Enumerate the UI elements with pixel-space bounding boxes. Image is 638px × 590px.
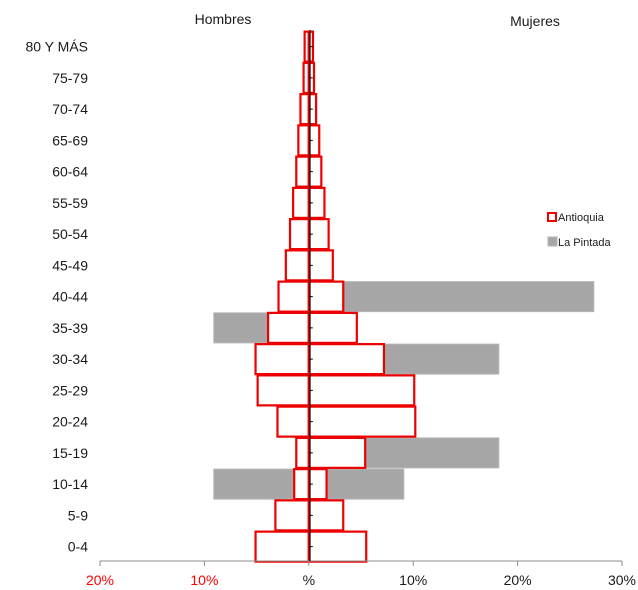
bar-antioquia-male <box>266 311 310 344</box>
category-label: 65-69 <box>52 132 88 148</box>
bar-la-pintada-male <box>213 468 310 500</box>
bar-antioquia-male <box>299 93 310 126</box>
category-label: 25-29 <box>52 382 88 398</box>
category-labels: 80 Y MÁS 75-79 70-74 65-69 60-64 55-59 50-54 45… <box>25 39 88 555</box>
category-label: 35-39 <box>52 320 88 336</box>
category-label: 75-79 <box>52 70 88 86</box>
category-label: 20-24 <box>52 414 88 430</box>
bar-antioquia-male <box>254 530 310 563</box>
bar-la-pintada-female <box>308 281 595 313</box>
side-label-right: Mujeres <box>510 13 560 29</box>
x-tick-label: 10% <box>399 572 427 588</box>
category-label: 40-44 <box>52 289 88 305</box>
tick-marks <box>99 46 623 566</box>
bar-antioquia-female <box>307 280 345 313</box>
x-tick-label: % <box>303 572 315 588</box>
legend-swatch-antioquia <box>547 212 557 222</box>
x-tick-label: 10% <box>190 572 218 588</box>
bar-antioquia-male <box>274 499 310 532</box>
legend: Antioquia La Pintada <box>547 212 611 249</box>
category-label: 60-64 <box>52 164 88 180</box>
bar-antioquia-male <box>277 280 310 313</box>
category-label: 70-74 <box>52 101 88 117</box>
category-label: 5-9 <box>68 507 88 523</box>
bar-antioquia-male <box>295 155 310 188</box>
x-tick-label: 20% <box>504 572 532 588</box>
category-label: 55-59 <box>52 195 88 211</box>
category-label: 0-4 <box>68 539 88 555</box>
bar-antioquia-male <box>295 436 310 469</box>
category-label: 15-19 <box>52 445 88 461</box>
bar-antioquia-female <box>307 530 368 563</box>
bar-antioquia-male <box>297 124 310 157</box>
x-tick-labels: 20% 10%% 10% 20% 30% <box>86 572 636 588</box>
category-label: 50-54 <box>52 226 88 242</box>
bar-antioquia-female <box>307 343 386 376</box>
bar-antioquia-male <box>293 468 310 501</box>
bar-antioquia-male <box>254 343 310 376</box>
side-label-left: Hombres <box>195 11 252 27</box>
x-tick-label: 30% <box>608 572 636 588</box>
category-label: 45-49 <box>52 257 88 273</box>
category-label: 30-34 <box>52 351 88 367</box>
bar-antioquia-male <box>292 186 310 219</box>
x-tick-label: 20% <box>86 572 114 588</box>
bar-antioquia-male <box>288 218 310 251</box>
bar-antioquia-female <box>307 249 334 282</box>
legend-label-la-pintada: La Pintada <box>558 237 611 249</box>
category-label: 10-14 <box>52 476 88 492</box>
bar-antioquia-female <box>307 405 417 438</box>
axis-layer <box>100 30 622 562</box>
legend-label-antioquia: Antioquia <box>558 212 605 224</box>
legend-swatch-la-pintada <box>547 236 558 247</box>
bar-antioquia-male <box>276 405 310 438</box>
bar-antioquia-female <box>307 436 367 469</box>
bar-antioquia-male <box>284 249 310 282</box>
bar-antioquia-male <box>256 374 310 407</box>
category-label: 80 Y MÁS <box>25 39 88 55</box>
bar-antioquia-female <box>307 374 416 407</box>
bar-antioquia-female <box>307 311 358 344</box>
bar-antioquia-female <box>307 499 345 532</box>
